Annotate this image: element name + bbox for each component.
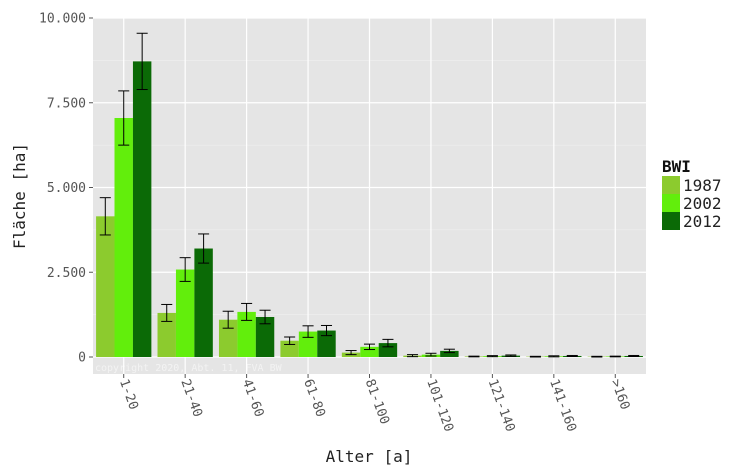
- y-tick-label: 0: [78, 351, 86, 366]
- bar-2012-1: [194, 248, 213, 357]
- bar-2002-2: [237, 311, 256, 357]
- bar-2012-3: [317, 330, 336, 357]
- legend-label-2012: 2012: [683, 212, 722, 231]
- legend-swatch-2012: [662, 212, 680, 230]
- y-tick-label: 7.500: [47, 96, 86, 111]
- x-axis-ticks: 1-20 21-40 41-60 61-80 81-100 101-120 121-140 1…: [116, 374, 632, 434]
- legend-label-1987: 1987: [683, 176, 722, 195]
- error-bars: [99, 32, 640, 358]
- x-tick-label: 21-40: [177, 377, 204, 419]
- x-tick-label: 101-120: [423, 377, 456, 434]
- x-tick-label: 141-160: [546, 377, 579, 434]
- bar-1987-2: [218, 319, 238, 357]
- x-tick-label: 41-60: [239, 377, 266, 419]
- bar-2002-4: [360, 346, 379, 357]
- legend-label-2002: 2002: [683, 194, 722, 213]
- x-axis-title: Alter [a]: [326, 447, 413, 466]
- legend-swatch-2002: [662, 194, 680, 212]
- y-axis-ticks: 0 2.500 5.000 7.500 10.000: [39, 12, 93, 366]
- bar-2012-2: [255, 316, 275, 357]
- y-axis-title: Fläche [ha]: [10, 143, 29, 249]
- bar-2002-1: [175, 269, 195, 357]
- bars: [96, 61, 643, 357]
- legend-title: BWI: [662, 157, 691, 176]
- bar-1987-1: [157, 312, 176, 357]
- bar-2002-3: [298, 331, 318, 357]
- y-tick-label: 5.000: [47, 181, 86, 196]
- bar-1987-0: [96, 216, 115, 357]
- legend-swatch-1987: [662, 176, 680, 194]
- bar-2012-0: [132, 61, 152, 357]
- y-tick-label: 2.500: [47, 266, 86, 281]
- watermark-text: copyright 2020, Abt. 11, FVA BW: [95, 363, 283, 374]
- x-tick-label: 81-100: [362, 377, 392, 426]
- y-tick-label: 10.000: [39, 12, 86, 27]
- x-tick-label: 1-20: [116, 377, 141, 412]
- x-tick-label: 61-80: [300, 377, 327, 419]
- x-tick-label: 121-140: [485, 377, 518, 434]
- x-tick-label: >160: [608, 377, 633, 412]
- bar-2002-0: [114, 118, 133, 357]
- bar-2012-5: [440, 350, 459, 357]
